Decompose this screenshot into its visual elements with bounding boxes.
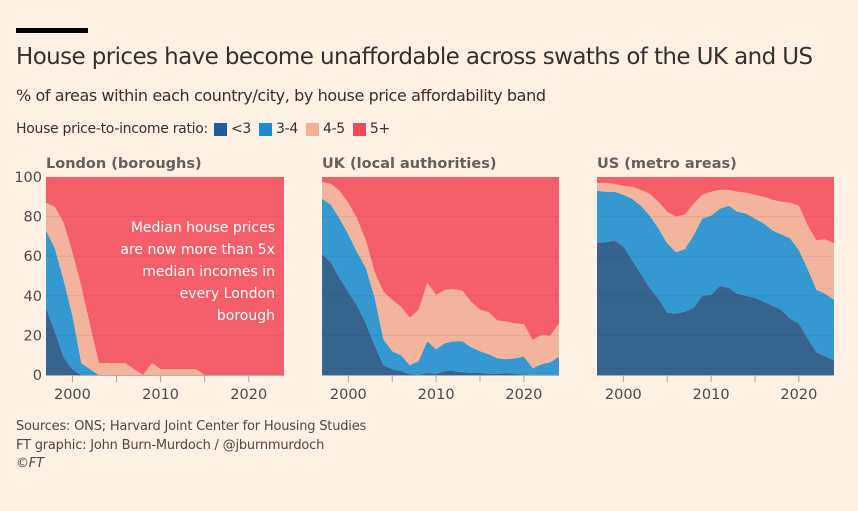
- panel-title: UK (local authorities): [322, 156, 496, 172]
- footer: Sources: ONS; Harvard Joint Center for H…: [16, 418, 366, 474]
- area-series-5-plus: [322, 177, 559, 340]
- y-tick-label: 0: [33, 368, 42, 384]
- x-tick-label: 2010: [693, 387, 730, 403]
- area-series-3-4: [597, 190, 834, 361]
- panel-title: US (metro areas): [597, 156, 737, 172]
- x-tick-label: 2020: [505, 387, 542, 403]
- annotation-line: are now more than 5x: [120, 242, 275, 258]
- area-series-under-3: [597, 240, 834, 375]
- legend-label: 3-4: [275, 121, 298, 137]
- legend-item-under-3: <3: [213, 121, 251, 137]
- x-tick-label: 2020: [230, 387, 267, 403]
- y-tick-label: 40: [24, 289, 42, 305]
- area-series-under-3: [322, 254, 559, 375]
- y-tick-label: 60: [24, 249, 42, 265]
- annotation-line: Median house prices: [131, 220, 275, 236]
- y-tick-label: 100: [14, 170, 42, 186]
- x-tick-label: 2020: [780, 387, 817, 403]
- copyright: ©FT: [16, 456, 44, 471]
- legend-swatch: [305, 122, 319, 136]
- area-series-5-plus: [597, 177, 834, 244]
- legend-item-3-4: 3-4: [258, 121, 298, 137]
- area-series-3-4: [322, 198, 559, 375]
- chart-subtitle: % of areas within each country/city, by …: [16, 86, 546, 105]
- x-tick-label: 2000: [605, 387, 642, 403]
- sources-note: Sources: ONS; Harvard Joint Center for H…: [16, 419, 367, 434]
- legend-swatch: [213, 122, 227, 136]
- legend-swatch: [258, 122, 272, 136]
- area-series-4-5: [597, 182, 834, 300]
- x-tick-label: 2000: [330, 387, 367, 403]
- ft-brand-bar: [16, 28, 88, 33]
- graphic-credit: FT graphic: John Burn-Murdoch / @jburnmu…: [16, 437, 325, 453]
- legend-label: <3: [230, 121, 251, 137]
- legend-item-4-5: 4-5: [305, 121, 345, 137]
- x-tick-label: 2000: [54, 387, 91, 403]
- legend: House price-to-income ratio: <3 3-4 4-5 …: [16, 121, 398, 137]
- x-tick-label: 2010: [418, 387, 455, 403]
- area-series-4-5: [322, 182, 559, 369]
- chart-title: House prices have become unaffordable ac…: [16, 44, 813, 70]
- y-tick-label: 20: [24, 328, 42, 344]
- area-series-5-plus: [46, 177, 284, 375]
- annotation-line: borough: [217, 308, 275, 324]
- legend-swatch: [352, 122, 366, 136]
- legend-item-5-plus: 5+: [352, 121, 390, 137]
- legend-title: House price-to-income ratio:: [16, 121, 208, 137]
- legend-label: 4-5: [322, 121, 345, 137]
- y-tick-label: 80: [24, 210, 42, 226]
- annotation-line: median incomes in: [142, 264, 275, 280]
- panel-title: London (boroughs): [46, 156, 202, 172]
- area-series-under-3: [46, 307, 284, 375]
- x-tick-label: 2010: [142, 387, 179, 403]
- legend-label: 5+: [369, 121, 390, 137]
- area-series-3-4: [46, 230, 284, 375]
- annotation-line: every London: [180, 286, 275, 302]
